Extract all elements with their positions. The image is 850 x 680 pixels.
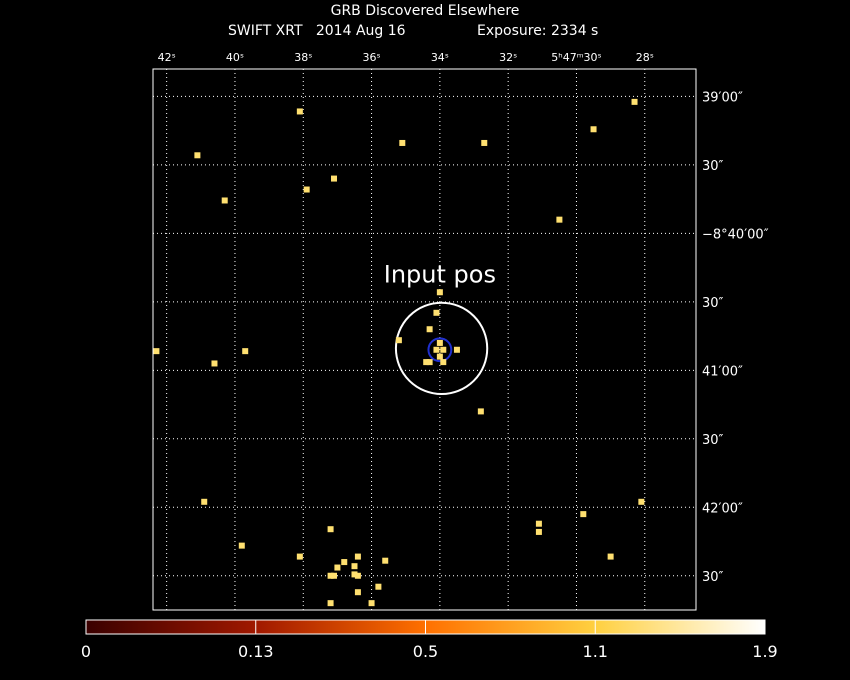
colorbar-tick-label-2: 0.5: [413, 642, 438, 661]
annotations: Input pos: [384, 261, 496, 289]
data-point-2: [399, 139, 406, 146]
colorbar-ticks: 0 0.13 0.5 1.1 1.9: [81, 620, 778, 661]
input-pos-circle: [394, 301, 489, 396]
data-point-37: [382, 557, 389, 564]
data-point-42: [331, 572, 337, 579]
data-point-20: [423, 359, 430, 366]
x-tick-label-6: 5ʰ47ᵐ30ˢ: [551, 51, 601, 64]
data-point-17: [436, 353, 443, 360]
data-point-16: [440, 346, 447, 353]
data-point-15: [433, 346, 440, 353]
data-point-40: [351, 571, 358, 578]
chart-subtitle-left: SWIFT XRT 2014 Aug 16: [228, 23, 406, 39]
data-point-9: [556, 216, 563, 223]
data-point-35: [354, 553, 361, 560]
data-point-1: [631, 98, 638, 105]
data-point-7: [303, 186, 310, 193]
y-tick-label-3: 30″: [702, 296, 724, 311]
data-point-44: [375, 583, 382, 590]
data-point-0: [296, 108, 303, 115]
data-point-27: [638, 498, 645, 505]
data-point-36: [341, 559, 348, 566]
data-point-26: [201, 498, 208, 505]
data-point-31: [327, 526, 334, 533]
x-tick-label-7: 28ˢ: [636, 51, 654, 64]
y-tick-label-1: 30″: [702, 159, 724, 174]
data-point-12: [426, 326, 433, 333]
data-point-41: [327, 572, 334, 579]
x-tick-label-5: 32ˢ: [499, 51, 517, 64]
y-tick-labels: 39′00″ 30″ −8°40′00″ 30″ 41′00″ 30″ 42′00″ 30″: [702, 90, 769, 584]
x-tick-label-3: 36ˢ: [363, 51, 381, 64]
data-point-34: [296, 553, 303, 560]
chart-subtitle-right: Exposure: 2334 s: [477, 23, 598, 39]
grid: [153, 69, 696, 610]
data-point-23: [242, 348, 249, 355]
data-point-22: [153, 348, 160, 355]
data-point-46: [327, 600, 334, 607]
data-point-6: [331, 175, 337, 182]
data-point-13: [395, 337, 402, 344]
y-tick-label-2: −8°40′00″: [702, 227, 769, 242]
data-point-30: [535, 528, 542, 535]
data-point-4: [590, 126, 597, 133]
data-point-38: [351, 563, 358, 570]
colorbar-tick-label-0: 0: [81, 642, 91, 661]
data-point-10: [436, 289, 443, 296]
data-point-43: [354, 572, 361, 579]
data-point-18: [453, 346, 460, 353]
y-tick-label-4: 41′00″: [702, 364, 743, 379]
y-tick-label-5: 30″: [702, 433, 724, 448]
data-point-45: [354, 589, 361, 596]
x-tick-label-0: 42ˢ: [158, 51, 176, 64]
data-point-24: [211, 360, 218, 367]
data-point-33: [607, 553, 614, 560]
data-point-25: [477, 408, 484, 415]
data-point-14: [436, 339, 443, 346]
plot-frame: [152, 68, 697, 611]
data-point-19: [440, 359, 447, 366]
chart-title: GRB Discovered Elsewhere: [331, 3, 520, 19]
x-tick-label-1: 40ˢ: [226, 51, 244, 64]
colorbar-tick-label-4: 1.9: [752, 642, 777, 661]
x-tick-labels: 42ˢ 40ˢ 38ˢ 36ˢ 34ˢ 32ˢ 5ʰ47ᵐ30ˢ 28ˢ: [158, 51, 654, 64]
data-point-32: [238, 542, 245, 549]
data-point-11: [433, 309, 440, 316]
data-point-39: [334, 564, 341, 571]
data-point-47: [368, 600, 375, 607]
data-point-29: [535, 520, 542, 527]
data-point-8: [221, 197, 228, 204]
colorbar-tick-label-1: 0.13: [238, 642, 274, 661]
data-point-3: [481, 139, 488, 146]
x-tick-label-2: 38ˢ: [294, 51, 312, 64]
region-circles: [394, 301, 489, 396]
y-tick-label-0: 39′00″: [702, 90, 743, 105]
colorbar-tick-label-3: 1.1: [583, 642, 608, 661]
data-point-5: [194, 152, 201, 159]
source-circle: [427, 337, 453, 363]
x-tick-label-4: 34ˢ: [431, 51, 449, 64]
data-point-28: [580, 511, 587, 518]
data-point-21: [426, 359, 433, 366]
annotation-0: Input pos: [384, 261, 496, 289]
data-points: [153, 98, 645, 607]
y-tick-label-7: 30″: [702, 570, 724, 585]
y-tick-label-6: 42′00″: [702, 501, 743, 516]
